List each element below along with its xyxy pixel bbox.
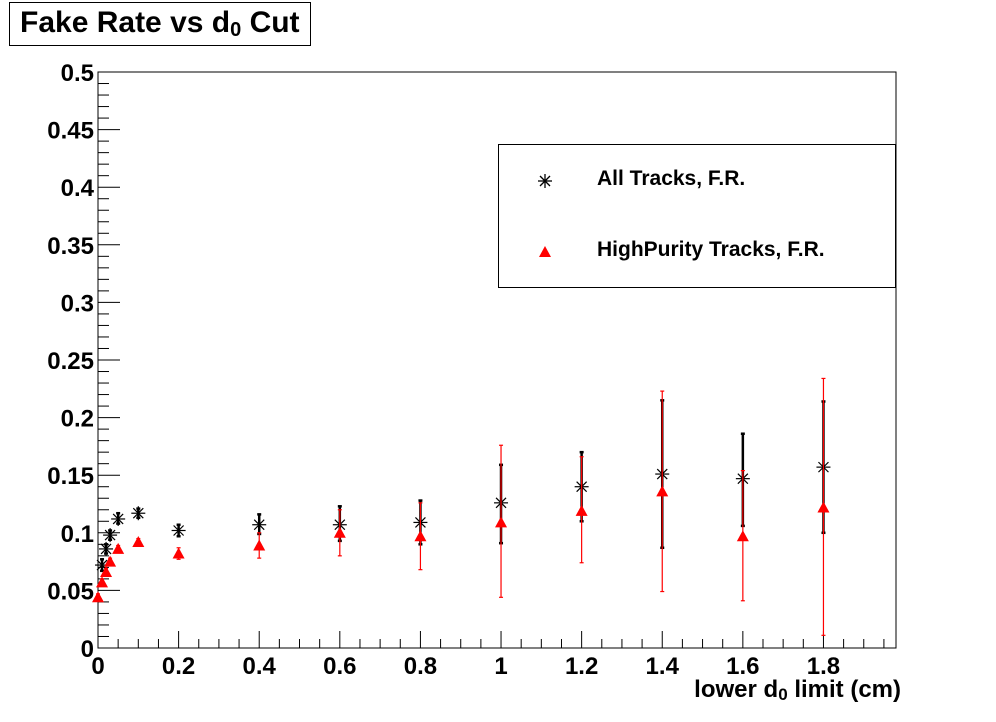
data-marks [92,377,831,636]
y-tick-label: 0.1 [61,521,94,548]
data-point-triangle [100,565,113,577]
legend-entry-all-tracks: All Tracks, F.R. [499,163,895,199]
title-main: Fake Rate vs d [20,6,231,39]
data-point-triangle [333,526,346,538]
data-point-triangle [96,576,109,588]
y-tick-label: 0.05 [47,578,94,605]
x-tick-label: 0 [91,653,104,680]
data-point-triangle [172,547,185,559]
x-tick-label: 0.4 [243,653,277,680]
data-point-star [103,528,118,543]
star-marker-icon [538,174,552,188]
x-tick-label: 1.6 [726,653,759,680]
x-tick-label: 0.8 [404,653,437,680]
legend-label-all-tracks: All Tracks, F.R. [597,167,746,190]
y-tick-label: 0.4 [61,175,95,202]
title-tail: Cut [241,6,300,39]
data-point-triangle [104,555,117,567]
series-highpurity-tracks [92,377,830,636]
x-tick-label: 1 [494,653,507,680]
x-tick-label: 1.2 [565,653,598,680]
y-tick-label: 0.5 [61,60,94,87]
data-point-triangle [575,504,588,516]
series-all-tracks [95,399,831,573]
x-tick-label: 1.8 [807,653,840,680]
y-tick-label: 0.25 [47,348,94,375]
xlabel-main: lower d [694,676,779,703]
xlabel-tail: limit (cm) [787,676,901,703]
x-axis-label: lower d0 limit (cm) [694,676,901,704]
data-point-triangle [495,516,508,528]
y-tick-label: 0.15 [47,463,94,490]
data-point-triangle [132,536,145,548]
data-point-triangle [253,539,266,551]
data-point-triangle [92,591,104,603]
y-tick-label: 0.45 [47,118,94,145]
data-point-star [99,541,114,556]
y-tick-label: 0.2 [61,406,94,433]
x-tick-label: 1.4 [646,653,680,680]
y-tick-label: 0.35 [47,233,94,260]
data-point-triangle [736,530,749,542]
legend-entry-highpurity-tracks: HighPurity Tracks, F.R. [499,234,895,270]
xlabel-subscript: 0 [778,685,788,704]
data-point-star [131,506,146,521]
chart-title: Fake Rate vs d0 Cut [9,2,311,46]
data-point-triangle [112,542,125,554]
y-tick-label: 0 [81,636,94,663]
legend-label-highpurity-tracks: HighPurity Tracks, F.R. [597,238,825,261]
x-tick-label: 0.6 [323,653,356,680]
triangle-marker-icon [539,246,551,257]
data-point-star [252,517,267,532]
title-subscript: 0 [230,19,242,41]
axes: 0 0.05 0.1 0.15 0.2 0.25 0.3 0.35 0.4 0.45 0.5 0 0.2… [47,60,885,680]
data-point-triangle [656,485,669,497]
data-point-star [111,511,126,526]
y-tick-label: 0.3 [61,290,94,317]
legend: All Tracks, F.R. HighPurity Tracks, F.R. [498,144,896,288]
x-tick-label: 0.2 [162,653,195,680]
data-point-triangle [414,530,427,542]
data-point-star [171,523,186,538]
data-point-triangle [817,501,830,513]
